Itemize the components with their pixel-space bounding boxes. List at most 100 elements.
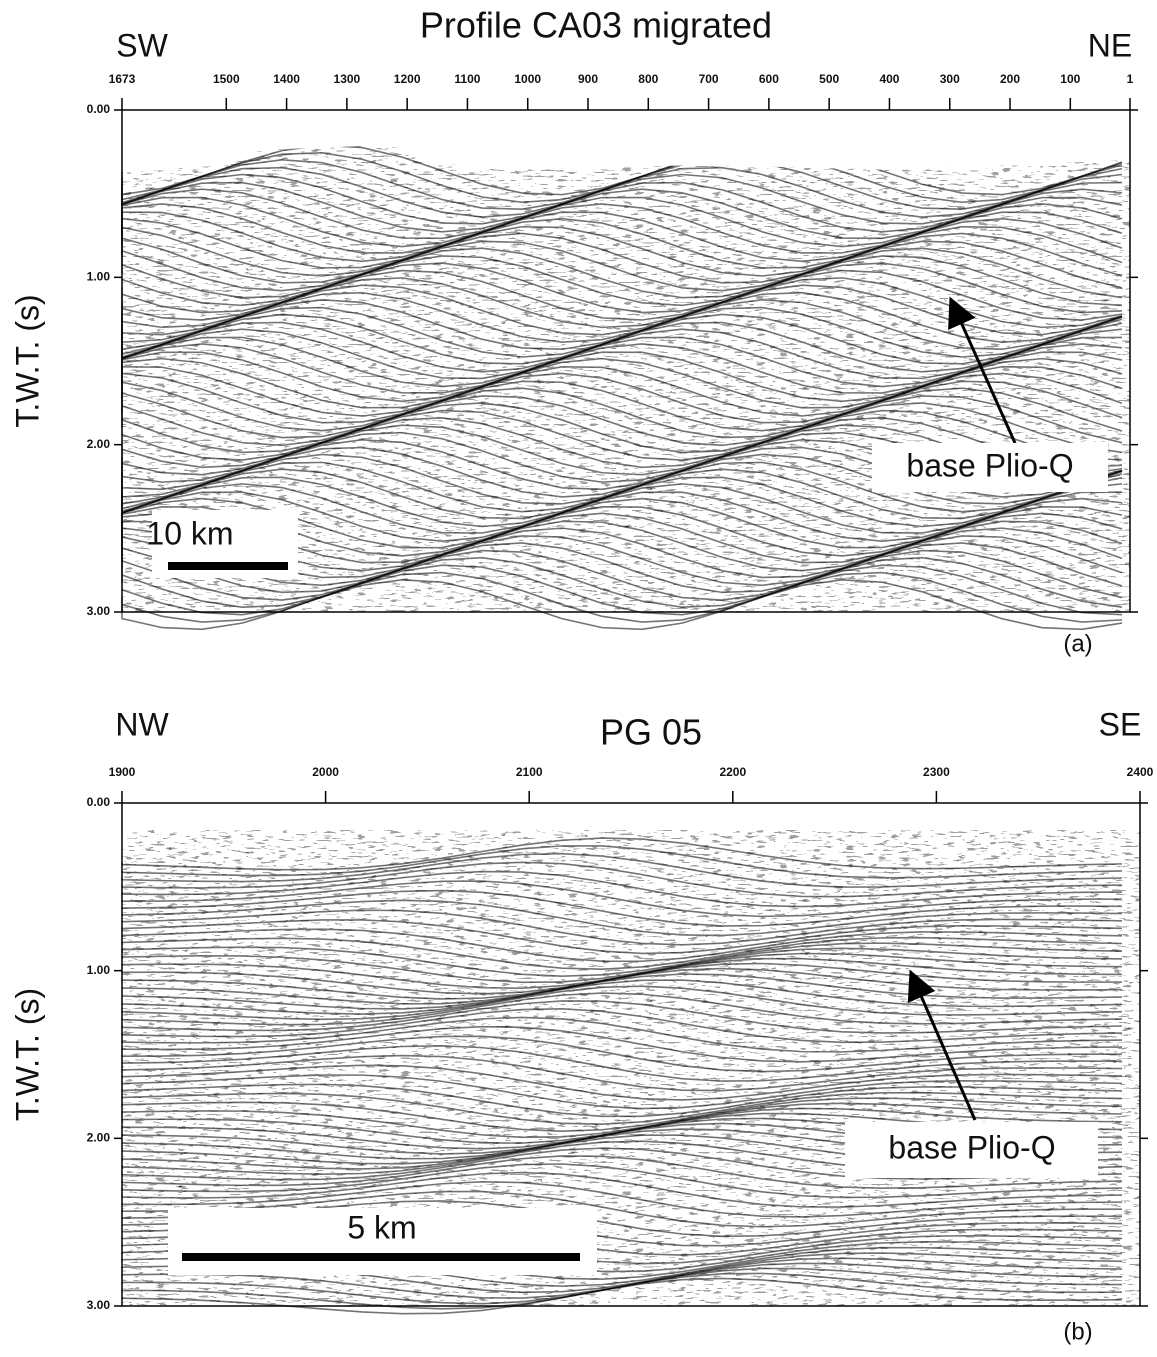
annotation-arrow — [948, 296, 1017, 444]
reflector — [121, 947, 1123, 984]
reflector — [121, 979, 1123, 1015]
x-tick-label: 300 — [940, 72, 960, 86]
scale-bar-label: 5 km — [347, 1209, 416, 1245]
reflector — [121, 336, 1123, 388]
y-axis-label: T.W.T. (s) — [9, 294, 45, 427]
reflector — [121, 380, 1123, 432]
panel-label: (b) — [1063, 1318, 1092, 1345]
x-tick-label: 500 — [819, 72, 839, 86]
plot-frame — [121, 109, 1131, 613]
x-tick-label: 1300 — [334, 72, 361, 86]
reflector — [121, 936, 1123, 970]
reflector — [121, 181, 1123, 233]
y-tick-label: 2.00 — [87, 1131, 111, 1145]
x-tick-label: 2400 — [1127, 765, 1154, 779]
annotation: base Plio-Q — [888, 1129, 1055, 1165]
reflector — [121, 483, 1123, 534]
reflector — [121, 928, 1123, 963]
reflector — [121, 1155, 1123, 1189]
reflector — [121, 1147, 1123, 1181]
reflector — [121, 269, 1123, 321]
x-tick-label: 800 — [638, 72, 658, 86]
direction-label: NE — [1088, 27, 1132, 63]
reflector — [121, 328, 1123, 380]
x-tick-label: 1500 — [213, 72, 240, 86]
x-tick-label: 2200 — [719, 765, 746, 779]
y-tick-label: 0.00 — [87, 795, 111, 809]
reflector — [121, 173, 1123, 225]
y-tick-label: 1.00 — [87, 270, 111, 284]
reflector — [121, 299, 1123, 351]
reflector — [121, 870, 1123, 908]
direction-label: NW — [115, 706, 169, 742]
reflector — [121, 909, 1123, 946]
reflector — [121, 372, 1123, 424]
y-tick-label: 1.00 — [87, 963, 111, 977]
reflector — [121, 225, 1123, 277]
y-tick-label: 3.00 — [87, 604, 111, 618]
annotation-arrow — [907, 969, 977, 1121]
reflector — [121, 1083, 1123, 1118]
reflector — [121, 416, 1123, 469]
reflector — [121, 861, 1123, 898]
reflector — [121, 1277, 1123, 1315]
reflector — [121, 1064, 1123, 1101]
reflector — [121, 395, 1123, 447]
reflector — [121, 1091, 1123, 1125]
reflector — [121, 852, 1123, 888]
reflector — [121, 837, 1123, 871]
reflector — [121, 542, 1123, 594]
reflector — [121, 942, 1123, 977]
direction-label: SW — [116, 27, 168, 63]
x-tick-label: 1 — [1127, 72, 1134, 86]
reflector — [121, 880, 1123, 918]
reflector — [121, 571, 1123, 623]
reflector — [121, 1016, 1123, 1053]
x-tick-label: 1400 — [273, 72, 300, 86]
y-tick-label: 0.00 — [87, 102, 111, 116]
x-tick-label: 2300 — [923, 765, 950, 779]
reflector — [121, 144, 1123, 196]
reflector — [121, 845, 1123, 879]
reflector — [121, 491, 1123, 543]
x-tick-label: 2000 — [312, 765, 339, 779]
reflector — [121, 387, 1123, 439]
x-tick-label: 700 — [699, 72, 719, 86]
reflector — [121, 453, 1123, 505]
x-tick-label: 900 — [578, 72, 598, 86]
reflector — [121, 1025, 1123, 1063]
reflector — [121, 1054, 1123, 1092]
reflector — [121, 409, 1123, 461]
reflector — [121, 240, 1123, 292]
panel-title: PG 05 — [600, 712, 702, 753]
reflector — [121, 232, 1123, 284]
water-column — [122, 803, 1140, 830]
scale-bar-box — [168, 1208, 597, 1275]
x-tick-label: 1900 — [109, 765, 136, 779]
reflector — [121, 1102, 1123, 1139]
reflector — [121, 247, 1123, 299]
reflector — [121, 578, 1123, 631]
reflector — [121, 1074, 1123, 1110]
reflector — [121, 1097, 1123, 1132]
y-axis-label: T.W.T. (s) — [9, 988, 45, 1121]
reflector — [121, 889, 1123, 927]
x-tick-label: 400 — [879, 72, 899, 86]
reflector — [121, 556, 1123, 609]
x-tick-label: 1200 — [394, 72, 421, 86]
x-tick-label: 1673 — [109, 72, 136, 86]
reflector — [121, 1000, 1123, 1034]
y-tick-label: 2.00 — [87, 437, 111, 451]
reflector — [121, 992, 1123, 1026]
x-tick-label: 1100 — [454, 72, 480, 86]
x-tick-label: 100 — [1060, 72, 1080, 86]
reflector — [121, 973, 1123, 1010]
direction-label: SE — [1099, 706, 1142, 742]
water-column — [122, 110, 1130, 172]
reflector — [121, 919, 1123, 955]
reflector — [121, 899, 1123, 937]
x-tick-label: 200 — [1000, 72, 1020, 86]
annotation: base Plio-Q — [906, 447, 1073, 483]
reflector — [121, 1044, 1123, 1082]
